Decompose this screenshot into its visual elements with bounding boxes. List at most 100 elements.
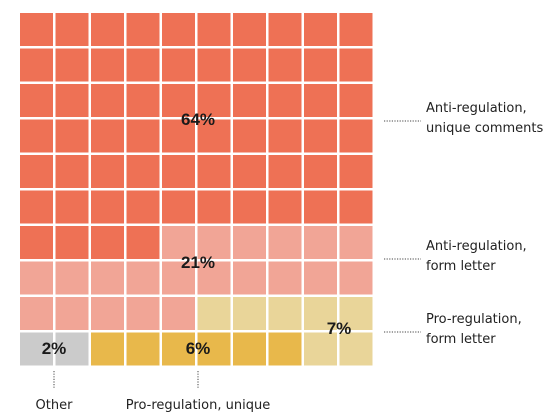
- waffle-cell-anti-form: [304, 261, 337, 295]
- waffle-cell-anti-unique: [126, 155, 160, 188]
- waffle-cell-anti-unique: [233, 119, 266, 153]
- waffle-cell-anti-unique: [339, 119, 373, 153]
- waffle-cell-anti-unique: [91, 226, 124, 259]
- pct-label-other: 2%: [42, 339, 67, 358]
- waffle-cell-anti-unique: [55, 226, 89, 259]
- waffle-cell-anti-unique: [91, 119, 124, 153]
- waffle-cell-anti-unique: [304, 48, 337, 82]
- waffle-cell-pro-form: [304, 332, 337, 366]
- waffle-cell-anti-unique: [20, 84, 53, 117]
- waffle-cell-anti-unique: [197, 13, 231, 46]
- waffle-cell-pro-unique: [197, 332, 231, 366]
- category-label-anti-form-line2: form letter: [426, 259, 496, 274]
- category-label-anti-form-line1: Anti-regulation,: [426, 239, 527, 254]
- waffle-cell-anti-unique: [339, 84, 373, 117]
- waffle-cell-anti-form: [126, 261, 160, 295]
- waffle-cell-anti-form: [268, 226, 302, 259]
- waffle-cell-anti-unique: [268, 48, 302, 82]
- waffle-cell-anti-unique: [162, 155, 195, 188]
- pct-label-anti-unique: 64%: [181, 110, 215, 129]
- waffle-cell-anti-unique: [268, 155, 302, 188]
- category-label-anti-unique-line2: unique comments: [426, 121, 543, 136]
- waffle-cell-pro-form: [339, 297, 373, 330]
- waffle-cell-anti-unique: [162, 190, 195, 224]
- waffle-cell-pro-form: [268, 297, 302, 330]
- waffle-cell-anti-form: [162, 226, 195, 259]
- waffle-cell-anti-form: [339, 261, 373, 295]
- waffle-cell-pro-unique: [268, 332, 302, 366]
- waffle-cell-anti-unique: [162, 84, 195, 117]
- waffle-cell-anti-unique: [268, 13, 302, 46]
- category-label-pro-form-line2: form letter: [426, 332, 496, 347]
- waffle-cell-anti-unique: [233, 13, 266, 46]
- waffle-cell-anti-unique: [197, 190, 231, 224]
- waffle-cell-anti-unique: [162, 119, 195, 153]
- waffle-cell-anti-form: [20, 297, 53, 330]
- waffle-cell-anti-unique: [304, 190, 337, 224]
- waffle-cell-anti-unique: [339, 48, 373, 82]
- waffle-cell-anti-unique: [20, 190, 53, 224]
- waffle-cell-anti-form: [55, 261, 89, 295]
- waffle-cell-anti-form: [268, 261, 302, 295]
- waffle-cell-anti-unique: [304, 119, 337, 153]
- waffle-cell-anti-unique: [126, 226, 160, 259]
- waffle-cell-anti-form: [197, 226, 231, 259]
- pct-label-pro-unique: 6%: [186, 339, 211, 358]
- waffle-cell-anti-unique: [91, 155, 124, 188]
- waffle-cell-anti-unique: [233, 190, 266, 224]
- waffle-cell-anti-form: [91, 261, 124, 295]
- waffle-cell-pro-form: [197, 297, 231, 330]
- waffle-cell-anti-form: [162, 297, 195, 330]
- waffle-cell-anti-unique: [91, 13, 124, 46]
- waffle-cell-anti-unique: [197, 155, 231, 188]
- waffle-cell-pro-unique: [233, 332, 266, 366]
- waffle-cell-anti-unique: [91, 48, 124, 82]
- waffle-cell-anti-unique: [20, 119, 53, 153]
- waffle-cell-anti-unique: [233, 48, 266, 82]
- waffle-cell-anti-unique: [162, 13, 195, 46]
- waffle-cell-anti-unique: [162, 48, 195, 82]
- waffle-cell-anti-unique: [91, 190, 124, 224]
- waffle-cell-anti-unique: [55, 84, 89, 117]
- waffle-cell-anti-form: [339, 226, 373, 259]
- pct-label-anti-form: 21%: [181, 253, 215, 272]
- category-label-other: Other: [36, 398, 74, 413]
- waffle-cell-anti-unique: [20, 48, 53, 82]
- waffle-cell-anti-unique: [268, 84, 302, 117]
- waffle-cell-pro-form: [339, 332, 373, 366]
- waffle-cell-anti-form: [233, 226, 266, 259]
- waffle-cell-other: [20, 332, 53, 366]
- waffle-cell-anti-form: [162, 261, 195, 295]
- category-label-pro-unique: Pro-regulation, unique: [126, 398, 270, 413]
- waffle-cell-anti-unique: [339, 190, 373, 224]
- waffle-cell-anti-unique: [91, 84, 124, 117]
- waffle-cell-anti-unique: [233, 155, 266, 188]
- waffle-cell-anti-unique: [339, 155, 373, 188]
- waffle-cell-anti-unique: [268, 190, 302, 224]
- waffle-cell-anti-form: [304, 226, 337, 259]
- waffle-cell-anti-unique: [304, 155, 337, 188]
- waffle-cell-other: [55, 332, 89, 366]
- waffle-cell-anti-unique: [304, 13, 337, 46]
- waffle-cell-anti-unique: [126, 190, 160, 224]
- waffle-cell-anti-unique: [126, 84, 160, 117]
- category-label-pro-form-line1: Pro-regulation,: [426, 312, 522, 327]
- waffle-cell-anti-unique: [233, 84, 266, 117]
- waffle-cell-anti-unique: [20, 13, 53, 46]
- waffle-cell-anti-unique: [55, 119, 89, 153]
- waffle-cell-anti-unique: [197, 119, 231, 153]
- pct-label-pro-form: 7%: [327, 319, 352, 338]
- waffle-cell-pro-unique: [162, 332, 195, 366]
- waffle-cell-anti-form: [197, 261, 231, 295]
- waffle-cell-pro-unique: [91, 332, 124, 366]
- waffle-cell-anti-form: [55, 297, 89, 330]
- waffle-cell-anti-unique: [304, 84, 337, 117]
- waffle-cell-anti-form: [233, 261, 266, 295]
- waffle-cell-anti-unique: [126, 48, 160, 82]
- waffle-cell-anti-form: [20, 261, 53, 295]
- waffle-cell-anti-form: [126, 297, 160, 330]
- waffle-cell-pro-form: [233, 297, 266, 330]
- waffle-cell-pro-form: [304, 297, 337, 330]
- waffle-cell-anti-unique: [55, 190, 89, 224]
